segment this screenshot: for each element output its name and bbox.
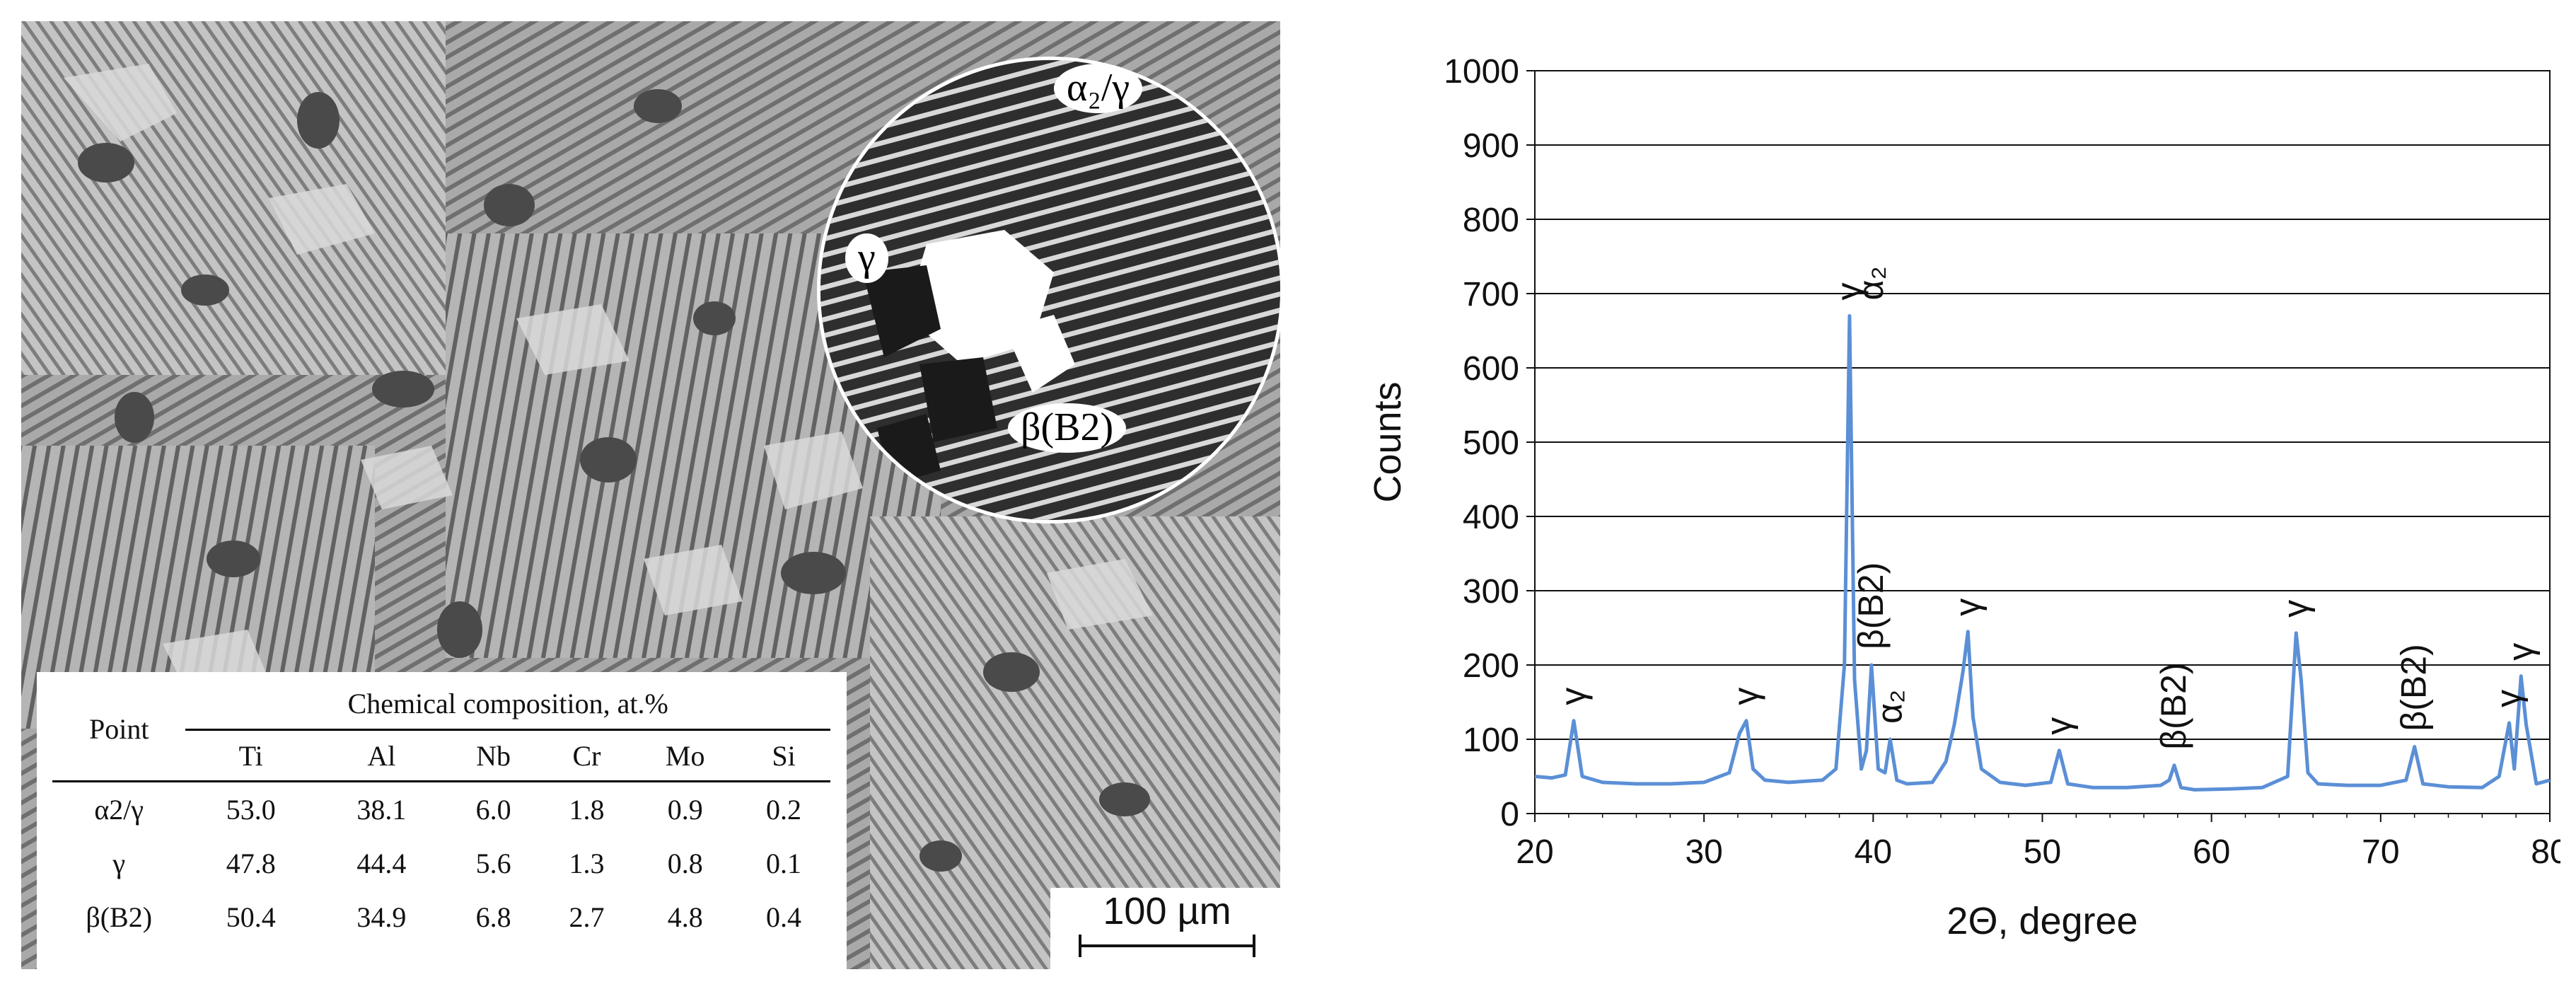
- value-cell: 5.6: [475, 847, 511, 879]
- y-tick-label: 1000: [1444, 53, 1519, 91]
- value-cell: 0.9: [667, 793, 703, 826]
- x-tick-label: 20: [1516, 833, 1553, 871]
- point-cell: β(B2): [86, 901, 153, 933]
- scale-bar-box: 100 µm: [1050, 888, 1280, 969]
- inset-label-beta-b2: β(B2): [1008, 403, 1127, 453]
- value-cell: 4.8: [667, 901, 703, 933]
- y-tick-label: 600: [1463, 350, 1519, 388]
- table-row: α2/γ 53.0 38.1 6.0 1.8 0.9 0.2: [52, 782, 830, 837]
- composition-group-header: Chemical composition, at.%: [185, 678, 830, 731]
- y-tick-label: 0: [1500, 796, 1519, 833]
- value-cell: 50.4: [226, 901, 276, 933]
- y-tick-label: 500: [1463, 424, 1519, 462]
- x-axis-title: 2Θ, degree: [1946, 900, 2137, 942]
- value-cell: 6.0: [475, 793, 511, 826]
- inset-label-alpha2-gamma: α₂/γ: [1054, 64, 1143, 113]
- inset-label-gamma: γ: [845, 233, 888, 283]
- plot-area-frame: [1534, 70, 2551, 814]
- value-cell: 53.0: [226, 793, 276, 826]
- peak-label: γ: [1947, 598, 1987, 616]
- value-cell: 0.1: [766, 847, 801, 879]
- xrd-chart: 0 100 200 300 400 500 600 700 800 900 1000 20 30 40 50…: [1337, 28, 2569, 976]
- y-tick-label: 200: [1463, 647, 1519, 685]
- value-cell: 44.4: [356, 847, 407, 879]
- point-column-header: Point: [52, 678, 186, 782]
- x-tick-label: 50: [2024, 833, 2061, 871]
- peak-label: γ: [2038, 717, 2078, 735]
- value-cell: 34.9: [356, 901, 407, 933]
- x-tick-label: 40: [1855, 833, 1892, 871]
- peak-label: γ: [2489, 690, 2529, 707]
- x-tick-label: 70: [2362, 833, 2399, 871]
- x-tick-label: 30: [1685, 833, 1722, 871]
- value-cell: 0.2: [766, 793, 801, 826]
- element-header-cr: Cr: [540, 729, 634, 782]
- value-cell: 47.8: [226, 847, 276, 879]
- element-column-headers: Ti Al Nb Cr Mo Si: [52, 729, 830, 782]
- table-row: β(B2) 50.4 34.9 6.8 2.7 4.8 0.4: [52, 890, 830, 944]
- peak-label: γ: [1726, 688, 1765, 705]
- element-header-ti: Ti: [185, 729, 317, 782]
- peak-label: γ: [1829, 283, 1869, 301]
- scale-bar: [1079, 935, 1255, 957]
- element-header-al: Al: [316, 729, 447, 782]
- peak-label: γ: [2275, 600, 2315, 618]
- y-axis-title: Counts: [1367, 381, 1409, 502]
- peak-label: α₂: [1869, 690, 1909, 724]
- peak-label: β(B2): [2154, 663, 2193, 750]
- element-header-si: Si: [737, 729, 830, 782]
- table-row: γ 47.8 44.4 5.6 1.3 0.8 0.1: [52, 836, 830, 890]
- peak-label: β(B2): [2394, 644, 2434, 731]
- value-cell: 1.8: [569, 793, 605, 826]
- value-cell: 6.8: [475, 901, 511, 933]
- point-cell: α2/γ: [94, 793, 144, 826]
- peak-label: γ: [2500, 643, 2540, 661]
- axis-ticks: 0 100 200 300 400 500 600 700 800 900 1000 20 30 40 50…: [1444, 53, 2568, 871]
- y-tick-label: 800: [1463, 202, 1519, 239]
- value-cell: 0.8: [667, 847, 703, 879]
- y-tick-label: 700: [1463, 276, 1519, 313]
- value-cell: 2.7: [569, 901, 605, 933]
- magnified-inset: [817, 57, 1280, 524]
- scale-bar-label: 100 µm: [1103, 890, 1231, 932]
- peak-label: β(B2): [1851, 562, 1891, 649]
- composition-table-body: α2/γ 53.0 38.1 6.0 1.8 0.9 0.2 γ 47.8 44.4 5.6 1.3 0…: [52, 782, 830, 944]
- x-tick-label: 80: [2531, 833, 2560, 871]
- composition-table: Point Chemical composition, at.% Ti Al Nb C…: [52, 678, 830, 944]
- y-tick-label: 400: [1463, 499, 1519, 536]
- xrd-chart-svg: 0 100 200 300 400 500 600 700 800 900 1000 20 30 40 50…: [1367, 53, 2569, 942]
- composition-table-box: Point Chemical composition, at.% Ti Al Nb C…: [37, 672, 847, 969]
- value-cell: 0.4: [766, 901, 801, 933]
- sem-micrograph: α₂/γ γ β(B2) Point Chemical composition,…: [21, 21, 1280, 969]
- element-header-mo: Mo: [633, 729, 738, 782]
- y-tick-label: 300: [1463, 573, 1519, 611]
- value-cell: 38.1: [356, 793, 407, 826]
- peak-label: α₂: [1851, 266, 1891, 300]
- point-cell: γ: [112, 847, 126, 879]
- element-header-nb: Nb: [446, 729, 540, 782]
- y-tick-label: 100: [1463, 722, 1519, 759]
- y-tick-label: 900: [1463, 127, 1519, 165]
- peak-label: γ: [1553, 688, 1593, 705]
- x-tick-label: 60: [2193, 833, 2230, 871]
- xrd-series-line: [1534, 314, 2551, 792]
- value-cell: 1.3: [569, 847, 605, 879]
